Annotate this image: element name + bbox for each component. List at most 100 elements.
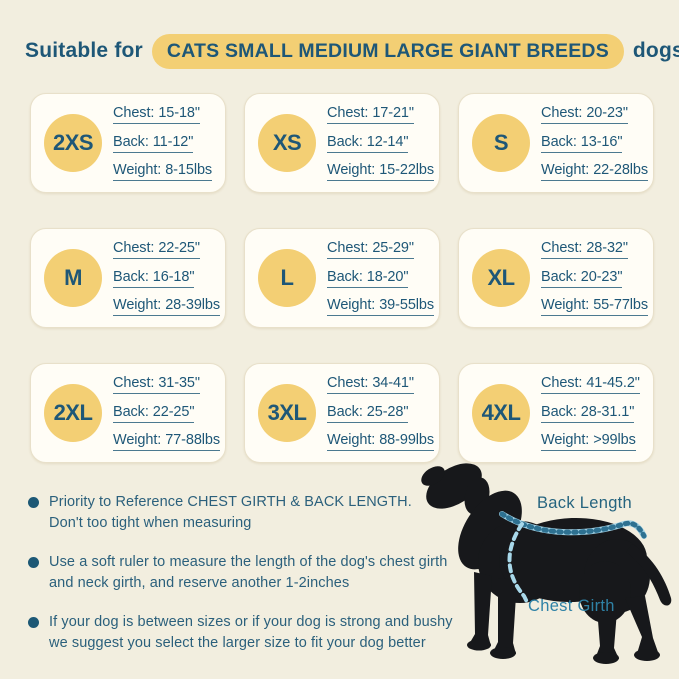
bullet-dot-icon bbox=[28, 497, 39, 508]
chest-row: Chest: 20-23" bbox=[541, 105, 649, 124]
weight-label: Weight: bbox=[541, 162, 590, 178]
weight-row: Weight: 88-99lbs bbox=[327, 432, 435, 451]
tip-item: If your dog is between sizes or if your … bbox=[28, 612, 468, 654]
chest-value: 20-23" bbox=[586, 105, 628, 121]
chest-label: Chest: bbox=[327, 240, 369, 256]
weight-label: Weight: bbox=[541, 297, 590, 313]
weight-row: Weight: 39-55lbs bbox=[327, 297, 435, 316]
size-card-l: L Chest: 25-29" Back: 18-20" Weight: 39-55l… bbox=[244, 228, 440, 328]
back-label: Back: bbox=[327, 403, 363, 420]
back-value: 28-31.1" bbox=[580, 403, 635, 420]
chest-value: 25-29" bbox=[372, 240, 414, 256]
back-row: Back: 25-28" bbox=[327, 404, 435, 423]
back-row: Back: 12-14" bbox=[327, 134, 435, 153]
chest-label: Chest: bbox=[541, 105, 583, 121]
weight-value: 77-88lbs bbox=[165, 432, 221, 448]
chest-value: 31-35" bbox=[158, 375, 200, 391]
weight-row: Weight: >99lbs bbox=[541, 432, 649, 451]
tip-line: Priority to Reference CHEST GIRTH & BACK… bbox=[49, 494, 412, 510]
weight-value: 28-39lbs bbox=[165, 297, 221, 313]
back-row: Back: 16-18" bbox=[113, 269, 221, 288]
back-length-label: Back Length bbox=[537, 494, 633, 512]
tip-line: we suggest you select the larger size to… bbox=[49, 635, 426, 651]
weight-value: 55-77lbs bbox=[593, 297, 649, 313]
chest-row: Chest: 17-21" bbox=[327, 105, 435, 124]
back-row: Back: 13-16" bbox=[541, 134, 649, 153]
tip-line: If your dog is between sizes or if your … bbox=[49, 614, 453, 630]
chest-girth-label: Chest Girth bbox=[528, 597, 615, 615]
chest-value: 22-25" bbox=[158, 240, 200, 256]
back-row: Back: 20-23" bbox=[541, 269, 649, 288]
chest-value: 17-21" bbox=[372, 105, 414, 121]
chest-label: Chest: bbox=[327, 375, 369, 391]
size-card-xs: XS Chest: 17-21" Back: 12-14" Weight: 15-22… bbox=[244, 93, 440, 193]
size-badge: 3XL bbox=[258, 384, 316, 442]
back-length-line bbox=[499, 511, 647, 539]
back-label: Back: bbox=[113, 403, 149, 420]
chest-label: Chest: bbox=[541, 240, 583, 256]
chest-row: Chest: 41-45.2" bbox=[541, 375, 649, 394]
size-card-m: M Chest: 22-25" Back: 16-18" Weight: 28-39l… bbox=[30, 228, 226, 328]
weight-row: Weight: 15-22lbs bbox=[327, 162, 435, 181]
weight-label: Weight: bbox=[113, 432, 162, 448]
chest-label: Chest: bbox=[541, 375, 583, 391]
weight-value: >99lbs bbox=[593, 432, 636, 448]
size-card-3xl: 3XL Chest: 34-41" Back: 25-28" Weight: 88-9… bbox=[244, 363, 440, 463]
size-card-2xs: 2XS Chest: 15-18" Back: 11-12" Weight: 8-15… bbox=[30, 93, 226, 193]
size-badge: 2XS bbox=[44, 114, 102, 172]
weight-label: Weight: bbox=[327, 432, 376, 448]
back-value: 12-14" bbox=[366, 133, 409, 150]
back-row: Back: 28-31.1" bbox=[541, 404, 649, 423]
bullet-dot-icon bbox=[28, 557, 39, 568]
back-row: Back: 11-12" bbox=[113, 134, 221, 153]
weight-value: 15-22lbs bbox=[379, 162, 435, 178]
back-label: Back: bbox=[327, 268, 363, 285]
back-value: 16-18" bbox=[152, 268, 195, 285]
tip-item: Priority to Reference CHEST GIRTH & BACK… bbox=[28, 492, 468, 534]
weight-label: Weight: bbox=[113, 162, 162, 178]
chest-label: Chest: bbox=[113, 240, 155, 256]
dog-diagram bbox=[418, 440, 679, 679]
header-suffix: dogs bbox=[632, 39, 679, 62]
size-card-4xl: 4XL Chest: 41-45.2" Back: 28-31.1" Weight:… bbox=[458, 363, 654, 463]
back-row: Back: 18-20" bbox=[327, 269, 435, 288]
weight-value: 22-28lbs bbox=[593, 162, 649, 178]
back-label: Back: bbox=[113, 133, 149, 150]
size-card-s: S Chest: 20-23" Back: 13-16" Weight: 22-28l… bbox=[458, 93, 654, 193]
header-prefix: Suitable for bbox=[25, 39, 143, 62]
back-value: 22-25" bbox=[152, 403, 195, 420]
chest-row: Chest: 22-25" bbox=[113, 240, 221, 259]
chest-row: Chest: 31-35" bbox=[113, 375, 221, 394]
size-badge: 2XL bbox=[44, 384, 102, 442]
size-card-xl: XL Chest: 28-32" Back: 20-23" Weight: 55-77… bbox=[458, 228, 654, 328]
back-value: 13-16" bbox=[580, 133, 623, 150]
chest-value: 41-45.2" bbox=[586, 375, 640, 391]
size-badge: XS bbox=[258, 114, 316, 172]
back-label: Back: bbox=[113, 268, 149, 285]
size-badge: M bbox=[44, 249, 102, 307]
size-badge: L bbox=[258, 249, 316, 307]
chest-row: Chest: 34-41" bbox=[327, 375, 435, 394]
weight-label: Weight: bbox=[327, 297, 376, 313]
weight-value: 8-15lbs bbox=[165, 162, 213, 178]
chest-value: 34-41" bbox=[372, 375, 414, 391]
tip-item: Use a soft ruler to measure the length o… bbox=[28, 552, 468, 594]
back-label: Back: bbox=[541, 403, 577, 420]
chest-girth-line bbox=[507, 522, 529, 604]
chest-label: Chest: bbox=[113, 375, 155, 391]
size-card-2xl: 2XL Chest: 31-35" Back: 22-25" Weight: 77-8… bbox=[30, 363, 226, 463]
back-value: 11-12" bbox=[152, 133, 194, 150]
size-badge: S bbox=[472, 114, 530, 172]
weight-label: Weight: bbox=[541, 432, 590, 448]
chest-value: 15-18" bbox=[158, 105, 200, 121]
weight-label: Weight: bbox=[113, 297, 162, 313]
weight-value: 39-55lbs bbox=[379, 297, 435, 313]
back-value: 20-23" bbox=[580, 268, 623, 285]
back-row: Back: 22-25" bbox=[113, 404, 221, 423]
back-label: Back: bbox=[541, 133, 577, 150]
chest-value: 28-32" bbox=[586, 240, 628, 256]
size-card-grid: 2XS Chest: 15-18" Back: 11-12" Weight: 8-15… bbox=[30, 93, 654, 463]
chest-row: Chest: 15-18" bbox=[113, 105, 221, 124]
size-badge: 4XL bbox=[472, 384, 530, 442]
